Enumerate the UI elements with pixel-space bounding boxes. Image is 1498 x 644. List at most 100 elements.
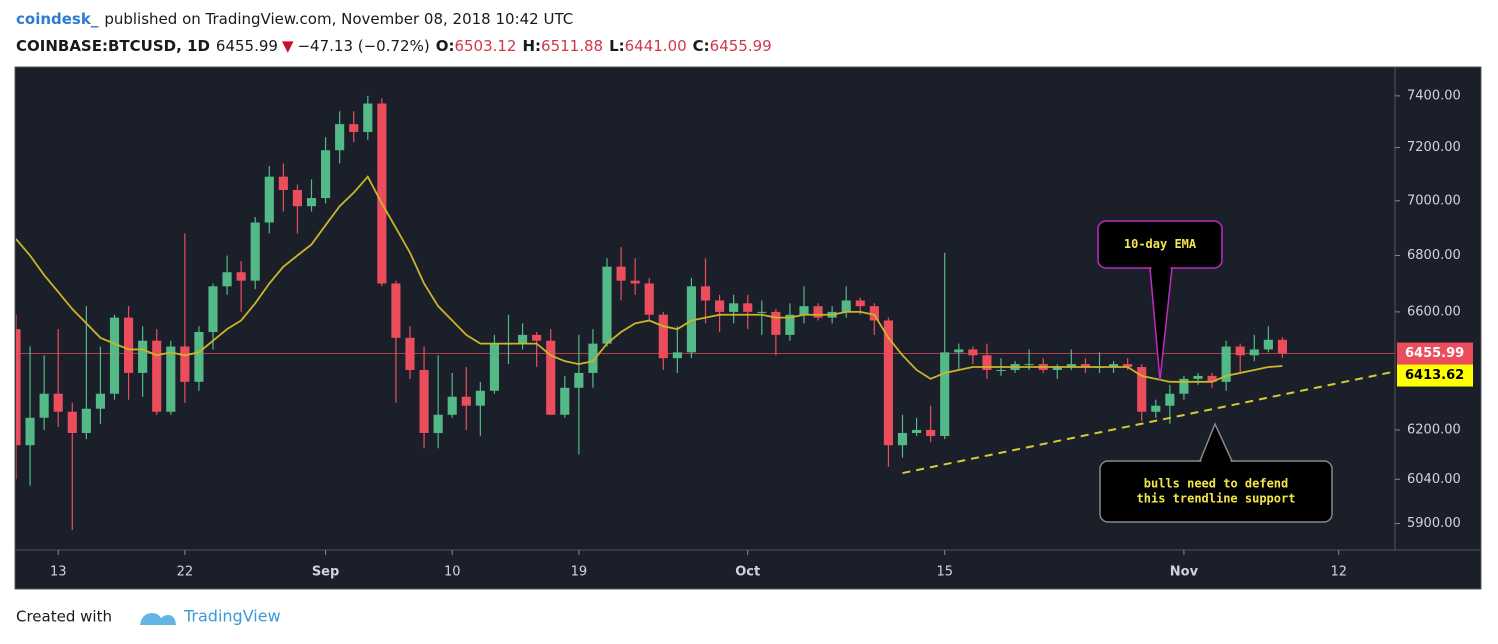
candle-body (53, 393, 63, 412)
candle-body (869, 306, 879, 321)
candle-body (335, 124, 345, 151)
candle-body (517, 334, 528, 344)
footer-created: Created with (16, 608, 112, 626)
candle-body (95, 393, 106, 409)
candle-body (1221, 346, 1231, 382)
candle-body (588, 343, 598, 373)
y-tick-label: 6200.00 (1407, 422, 1461, 437)
candle-body (771, 311, 781, 335)
candle-body (686, 286, 697, 353)
x-tick-label: 10 (444, 565, 461, 580)
candle-body (813, 306, 823, 318)
candle-body (644, 283, 654, 315)
candle-body (785, 314, 795, 335)
candle-body (278, 176, 288, 191)
annotation-seam (1151, 266, 1171, 269)
author: coindesk_ (16, 10, 99, 28)
candle-body (560, 387, 570, 415)
candle-body (1024, 364, 1034, 366)
x-tick-label: 19 (571, 565, 588, 580)
candle-body (743, 303, 753, 312)
x-tick-label: Oct (735, 565, 760, 580)
ema-last-box (1397, 364, 1473, 387)
candle-body (1277, 339, 1288, 354)
candle-body (1249, 349, 1259, 356)
candle-body (855, 300, 865, 307)
y-tick-label: 6800.00 (1407, 248, 1461, 263)
candle-body (433, 414, 443, 433)
x-tick-label: 15 (936, 565, 953, 580)
candle-body (940, 352, 950, 437)
y-tick-label: 6040.00 (1407, 472, 1461, 487)
candle-body (377, 103, 387, 284)
candle-body (672, 352, 682, 359)
candle-body (911, 429, 922, 433)
o-value: 6503.12 (454, 37, 516, 55)
candle-body (419, 369, 429, 433)
candle-body (1263, 339, 1273, 350)
header-line-1: coindesk_ published on TradingView.com, N… (16, 10, 573, 28)
ema-last-label: 6413.62 (1405, 368, 1464, 383)
y-tick-label: 7400.00 (1407, 88, 1461, 103)
annotation-text: 10-day EMA (1124, 237, 1197, 251)
candle-body (109, 317, 120, 394)
candle-body (391, 283, 401, 338)
candle-body (236, 272, 246, 281)
candle-body (39, 393, 49, 418)
candle-body (306, 198, 317, 207)
candle-body (1179, 378, 1189, 394)
candle-body (320, 150, 331, 199)
overlay: 7400.00 7200.00 7000.00 6800.00 6600.00 6200.… (50, 88, 1473, 580)
candle-body (250, 222, 260, 281)
last: 6455.99 (216, 37, 278, 55)
y-tick-label: 7000.00 (1407, 193, 1461, 208)
candle-body (1235, 346, 1245, 356)
candle-body (968, 349, 978, 356)
candle-body (16, 329, 21, 446)
x-tick-label: Nov (1170, 565, 1199, 580)
o-label: O: (436, 37, 455, 55)
c-value: 6455.99 (710, 37, 772, 55)
candle-body (1080, 364, 1091, 368)
x-tick-label: 22 (177, 565, 194, 580)
header-line-2: COINBASE:BTCUSD, 1D 6455.99 ▼ −47.13 (−0.72… (16, 37, 772, 55)
candle-body (700, 286, 711, 301)
candle-body (264, 176, 274, 223)
candle-body (1066, 364, 1076, 368)
arrow: ▼ (282, 37, 294, 55)
ema-line (16, 175, 1283, 383)
candle-body (546, 340, 556, 415)
candle-body (81, 408, 91, 433)
l-label: L: (609, 37, 625, 55)
candle-body (982, 355, 992, 370)
candle-body (532, 334, 542, 341)
candle-body (1165, 393, 1175, 406)
change: −47.13 (−0.72%) (297, 37, 429, 55)
candle-body (208, 286, 218, 333)
candle-body (67, 411, 77, 433)
candle-body (729, 303, 739, 312)
candle-body (166, 346, 176, 412)
candle-body (138, 340, 148, 373)
candle-body (714, 300, 725, 312)
h-value: 6511.88 (541, 37, 603, 55)
footer-brand: TradingView (183, 607, 281, 626)
candle-body (799, 306, 809, 315)
candle-body (841, 300, 851, 312)
candle-body (461, 396, 471, 406)
candle-body (222, 272, 232, 287)
candle-body (996, 369, 1006, 371)
candle-body (194, 332, 204, 382)
h-label: H: (522, 37, 541, 55)
symbol: COINBASE:BTCUSD, 1D (16, 37, 210, 55)
candle-body (1108, 364, 1119, 368)
candle-body (658, 314, 668, 359)
candle-body (152, 340, 162, 412)
candle-body (897, 432, 908, 446)
candle-body (1207, 375, 1217, 382)
c-label: C: (693, 37, 710, 55)
candle-body (1052, 367, 1062, 370)
candle-body (954, 349, 964, 353)
logo-cloud (140, 613, 176, 625)
